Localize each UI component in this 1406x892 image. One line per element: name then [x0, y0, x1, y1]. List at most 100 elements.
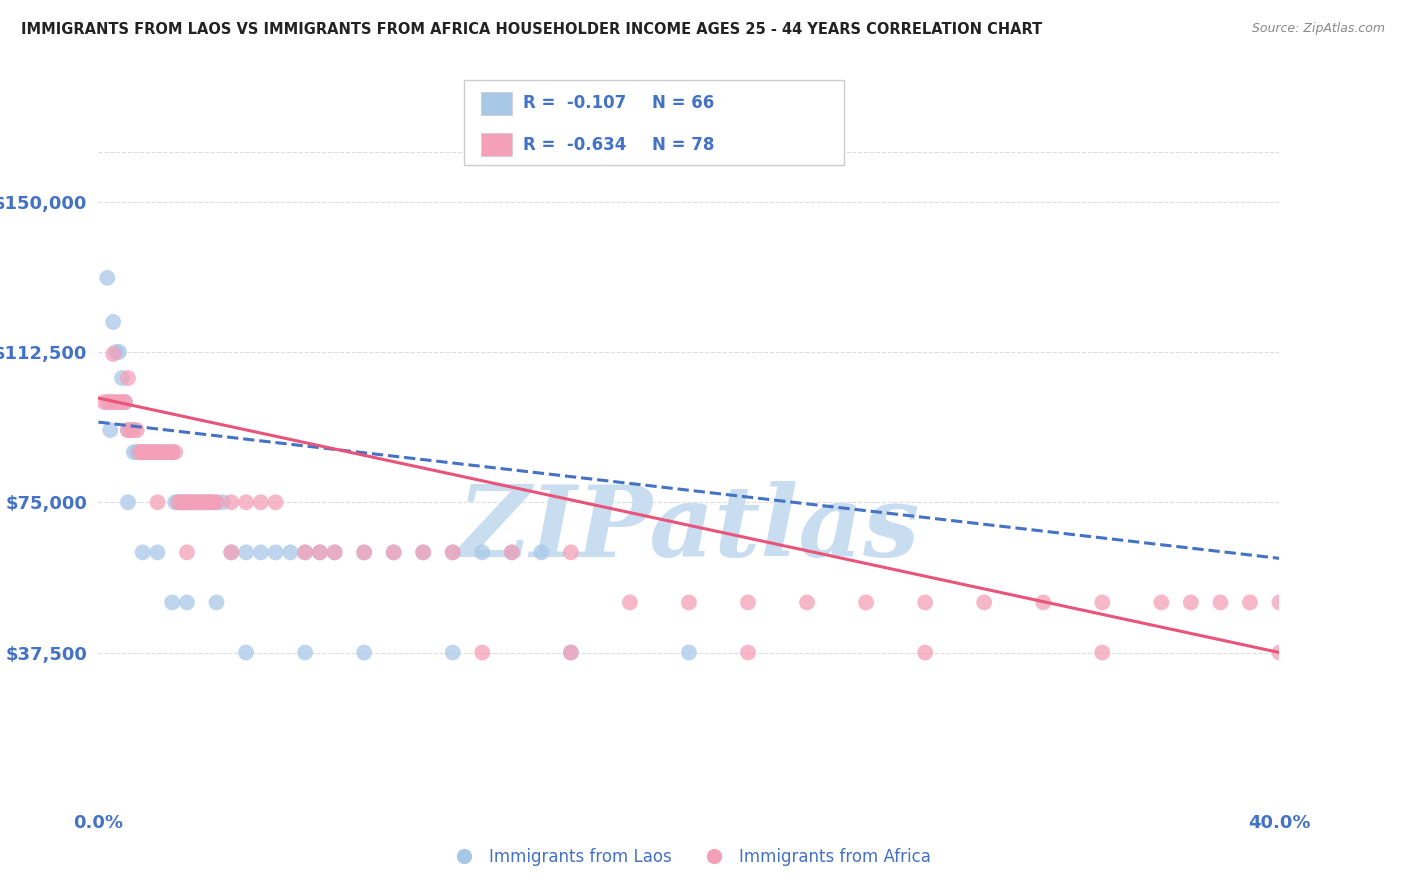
Text: Source: ZipAtlas.com: Source: ZipAtlas.com — [1251, 22, 1385, 36]
Point — [165, 445, 187, 459]
Point — [96, 395, 118, 409]
Point — [128, 445, 150, 459]
Legend: Immigrants from Laos, Immigrants from Africa: Immigrants from Laos, Immigrants from Af… — [441, 841, 936, 872]
Point — [235, 545, 257, 559]
Point — [141, 445, 163, 459]
Point — [149, 445, 172, 459]
Point — [138, 445, 160, 459]
Point — [187, 495, 209, 509]
Point — [1239, 595, 1261, 609]
Point — [167, 495, 190, 509]
Point — [141, 445, 163, 459]
Point — [1032, 595, 1054, 609]
Point — [471, 646, 494, 660]
Point — [737, 646, 759, 660]
Point — [162, 445, 183, 459]
Point — [117, 371, 139, 385]
Point — [678, 646, 700, 660]
Point — [170, 495, 193, 509]
Point — [108, 395, 131, 409]
Point — [278, 545, 302, 559]
Point — [205, 495, 228, 509]
Point — [152, 445, 174, 459]
Point — [138, 445, 160, 459]
Point — [146, 445, 169, 459]
Point — [176, 545, 198, 559]
Point — [162, 445, 183, 459]
Point — [796, 595, 818, 609]
Point — [973, 595, 995, 609]
Point — [132, 445, 155, 459]
Point — [132, 445, 155, 459]
Point — [294, 646, 316, 660]
Point — [1268, 595, 1291, 609]
Point — [191, 495, 214, 509]
Point — [120, 423, 142, 437]
Point — [501, 545, 523, 559]
Point — [125, 445, 148, 459]
Text: ZIPatlas: ZIPatlas — [458, 481, 920, 577]
Point — [96, 271, 118, 285]
Text: N = 78: N = 78 — [652, 136, 714, 153]
Point — [1180, 595, 1202, 609]
Point — [117, 495, 139, 509]
Point — [619, 595, 641, 609]
Point — [678, 595, 700, 609]
Point — [135, 445, 157, 459]
Text: R =  -0.107: R = -0.107 — [523, 95, 626, 112]
Point — [103, 347, 125, 361]
Point — [205, 595, 228, 609]
Point — [132, 545, 155, 559]
Point — [323, 545, 346, 559]
Point — [122, 423, 145, 437]
Point — [108, 345, 131, 359]
Point — [294, 545, 316, 559]
Point — [149, 445, 172, 459]
Point — [176, 495, 198, 509]
Point — [211, 495, 233, 509]
Point — [179, 495, 201, 509]
Point — [1150, 595, 1173, 609]
Point — [157, 445, 180, 459]
Point — [128, 445, 150, 459]
Point — [162, 595, 183, 609]
Point — [441, 545, 464, 559]
Point — [382, 545, 405, 559]
Point — [146, 495, 169, 509]
Point — [197, 495, 219, 509]
Point — [167, 495, 190, 509]
Point — [197, 495, 219, 509]
Point — [441, 545, 464, 559]
Point — [441, 646, 464, 660]
Point — [221, 545, 243, 559]
Point — [181, 495, 204, 509]
Point — [235, 646, 257, 660]
Point — [194, 495, 217, 509]
Point — [914, 595, 936, 609]
Point — [1091, 595, 1114, 609]
Point — [205, 495, 228, 509]
Point — [855, 595, 877, 609]
Point — [98, 395, 121, 409]
Point — [194, 495, 217, 509]
Point — [111, 395, 134, 409]
Point — [176, 495, 198, 509]
Point — [146, 545, 169, 559]
Point — [200, 495, 222, 509]
Point — [560, 646, 582, 660]
Point — [264, 545, 287, 559]
Point — [132, 445, 155, 459]
Point — [155, 445, 177, 459]
Point — [1268, 646, 1291, 660]
Point — [146, 445, 169, 459]
Point — [412, 545, 434, 559]
Point — [93, 395, 115, 409]
Point — [181, 495, 204, 509]
Point — [114, 395, 136, 409]
Point — [382, 545, 405, 559]
Point — [179, 495, 201, 509]
Point — [191, 495, 214, 509]
Text: R =  -0.634: R = -0.634 — [523, 136, 627, 153]
Point — [111, 371, 134, 385]
Point — [103, 395, 125, 409]
